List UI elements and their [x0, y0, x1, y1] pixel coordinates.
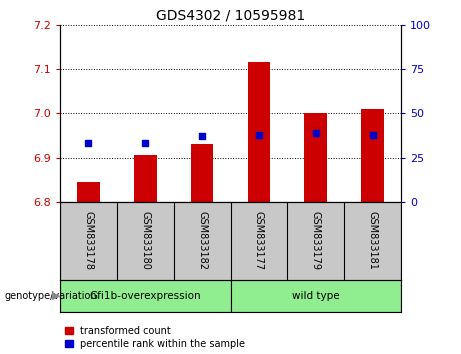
Title: GDS4302 / 10595981: GDS4302 / 10595981 [156, 8, 305, 22]
Bar [134, 155, 157, 202]
Text: GSM833179: GSM833179 [311, 211, 321, 270]
Point [85, 141, 92, 146]
Bar [361, 109, 384, 202]
Bar [77, 182, 100, 202]
Text: ▶: ▶ [52, 291, 60, 301]
Point [198, 133, 206, 139]
Bar [191, 144, 213, 202]
Point [369, 132, 376, 137]
Text: GSM833180: GSM833180 [140, 211, 150, 270]
Text: GSM833177: GSM833177 [254, 211, 264, 270]
Text: GSM833182: GSM833182 [197, 211, 207, 270]
Point [255, 132, 263, 137]
Text: GSM833181: GSM833181 [367, 211, 378, 270]
Text: wild type: wild type [292, 291, 340, 301]
Text: GSM833178: GSM833178 [83, 211, 94, 270]
Bar [60, 280, 230, 312]
Bar [304, 113, 327, 202]
Legend: transformed count, percentile rank within the sample: transformed count, percentile rank withi… [65, 326, 245, 349]
Point [312, 130, 319, 136]
Text: genotype/variation: genotype/variation [5, 291, 97, 301]
Text: Gfi1b-overexpression: Gfi1b-overexpression [89, 291, 201, 301]
Point [142, 141, 149, 146]
Bar [248, 62, 270, 202]
Bar [230, 280, 401, 312]
